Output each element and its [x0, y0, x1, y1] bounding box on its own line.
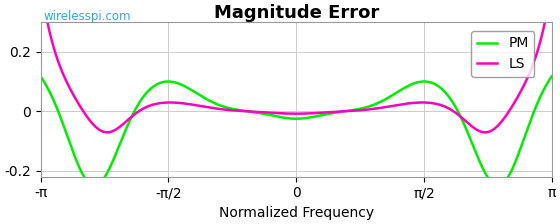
- LS: [280, 112, 287, 115]
- PM: [280, 116, 287, 119]
- PM: [252, 111, 259, 114]
- LS: [409, 102, 416, 104]
- PM: [548, 75, 555, 78]
- LS: [256, 111, 263, 113]
- Legend: PM, LS: PM, LS: [471, 31, 534, 77]
- PM: [38, 75, 44, 78]
- PM: [494, 184, 501, 187]
- LS: [252, 110, 259, 113]
- LS: [104, 131, 110, 134]
- LS: [507, 108, 514, 110]
- PM: [507, 171, 514, 174]
- Title: Magnitude Error: Magnitude Error: [213, 4, 379, 22]
- PM: [408, 83, 415, 86]
- X-axis label: Normalized Frequency: Normalized Frequency: [218, 206, 374, 220]
- Text: wirelesspi.com: wirelesspi.com: [43, 10, 130, 23]
- PM: [533, 105, 539, 108]
- PM: [256, 112, 263, 114]
- LS: [533, 54, 539, 57]
- Line: LS: LS: [41, 0, 552, 132]
- Line: PM: PM: [41, 76, 552, 185]
